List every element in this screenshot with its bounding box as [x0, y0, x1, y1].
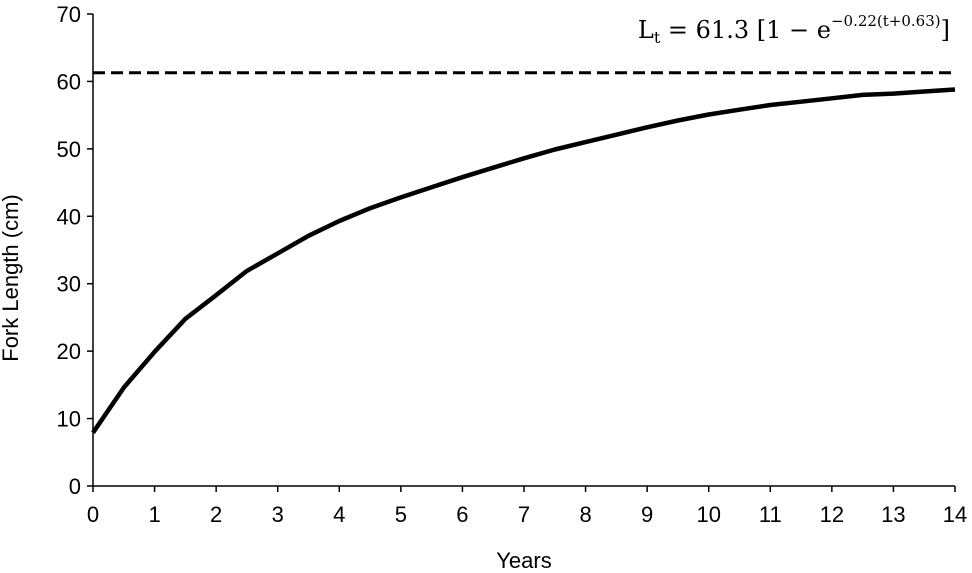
equation-subscript: t	[654, 28, 661, 47]
axes	[92, 14, 955, 487]
y-tick-label: 30	[57, 272, 81, 297]
equation-open: [1 − e	[749, 16, 831, 44]
growth-curve-line	[91, 87, 956, 434]
x-tick-label: 1	[148, 502, 160, 527]
equation-coefficient: 61.3	[696, 16, 749, 44]
y-axis-title: Fork Length (cm)	[0, 194, 23, 362]
x-tick-label: 2	[210, 502, 222, 527]
x-tick-label: 5	[395, 502, 407, 527]
equation-equals: =	[660, 16, 695, 44]
x-tick-label: 11	[759, 502, 782, 527]
x-tick-label: 4	[333, 502, 345, 527]
y-tick-label: 0	[69, 474, 81, 499]
y-tick-label: 10	[57, 407, 81, 432]
y-tick-label: 70	[57, 2, 81, 27]
y-tick-label: 60	[57, 69, 81, 94]
x-tick-label: 14	[943, 502, 967, 527]
x-tick-label: 7	[518, 502, 530, 527]
y-tick-label: 40	[57, 204, 81, 229]
x-tick-label: 12	[820, 502, 844, 527]
x-tick-label: 0	[87, 502, 99, 527]
y-tick-label: 20	[57, 339, 81, 364]
series-layer	[91, 71, 956, 434]
equation-exponent: −0.22(t+0.63)	[831, 12, 941, 30]
x-tick-label: 13	[881, 502, 905, 527]
y-tick-label: 50	[57, 137, 81, 162]
equation-annotation: Lt = 61.3 [1 − e−0.22(t+0.63)]	[638, 12, 950, 47]
equation-lhs: L	[638, 16, 654, 44]
x-tick-label: 3	[272, 502, 284, 527]
equation-close: ]	[941, 16, 950, 44]
x-tick-label: 8	[579, 502, 591, 527]
x-axis-title: Years	[496, 548, 551, 573]
x-tick-label: 6	[456, 502, 468, 527]
x-tick-label: 9	[641, 502, 653, 527]
x-tick-label: 10	[696, 502, 720, 527]
